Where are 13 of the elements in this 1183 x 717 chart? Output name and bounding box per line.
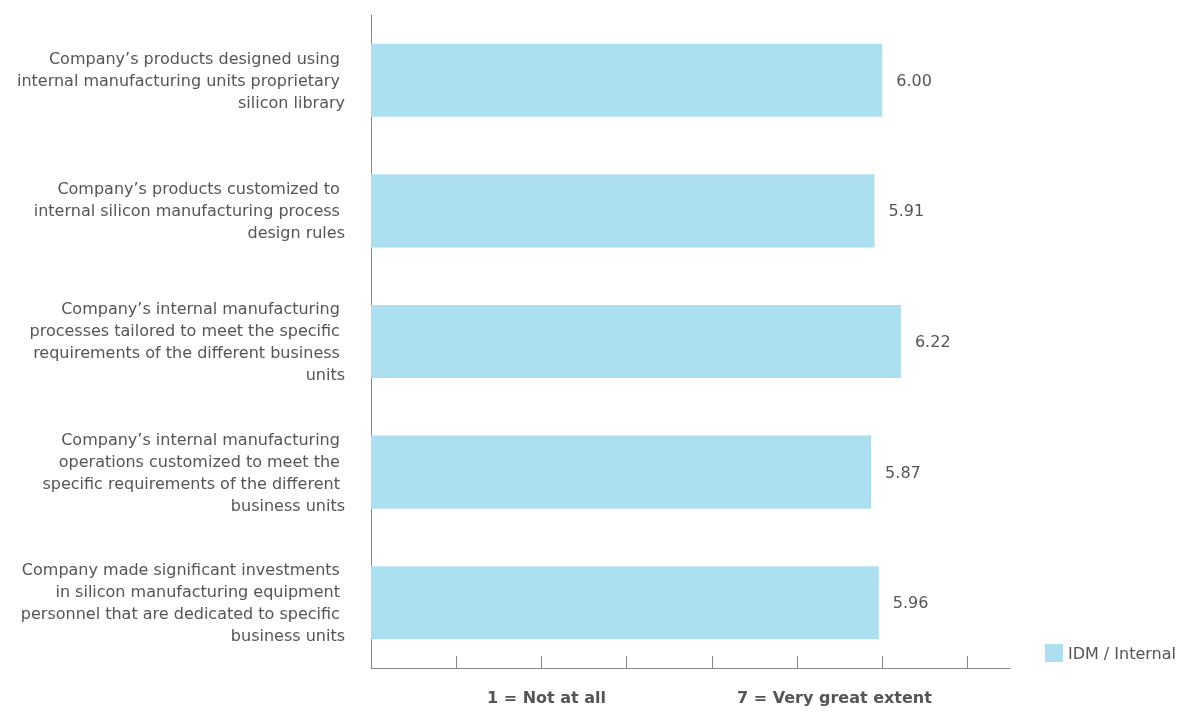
text: 7 = Very great extent: [737, 687, 933, 707]
text: 1 = Not at all: [487, 687, 607, 707]
y-tick-label: Company’s products designed using internal manufacturing units proprietary silicon library: [16, 48, 345, 112]
y-tick-label: Company’s internal manufacturing processes tailored to meet the specific requirements of the different business units: [29, 299, 345, 384]
y-tick-label: Company made significant investments in silicon manufacturing equipment personnel that are dedicated to specific business units: [20, 560, 345, 646]
legend-label: IDM / Internal: [1067, 643, 1177, 663]
data-label: 6.00: [896, 70, 932, 90]
y-tick-label: Company’s products customized to internal silicon manufacturing process design rules: [33, 179, 345, 243]
data-label: 5.96: [892, 593, 929, 613]
data-label: 5.91: [888, 201, 925, 221]
data-label: 5.87: [885, 462, 921, 482]
y-tick-label: Company’s internal manufacturing operations customized to meet the specific requirements of the different business units: [42, 429, 345, 515]
data-label: 6.22: [914, 332, 951, 351]
